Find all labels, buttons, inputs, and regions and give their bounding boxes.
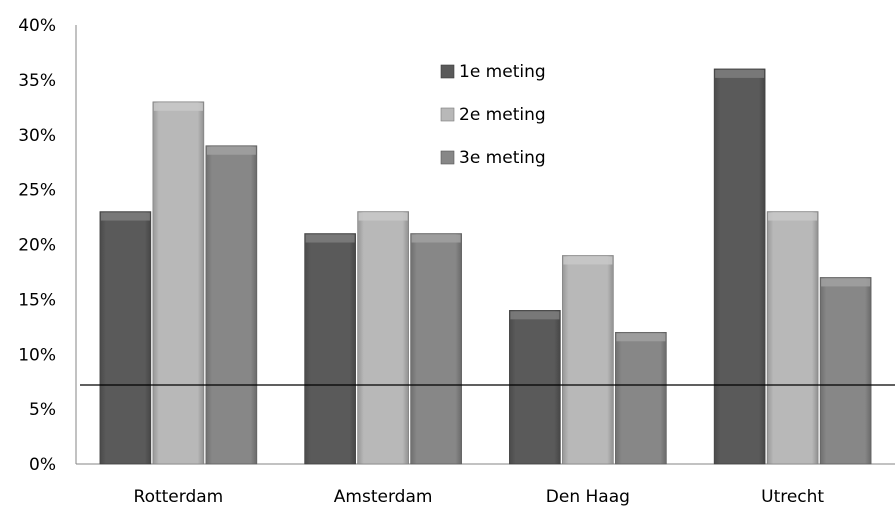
bars xyxy=(99,68,872,465)
bar-cap xyxy=(305,234,355,243)
y-tick-label: 20% xyxy=(18,236,56,256)
legend-item: 1e meting xyxy=(440,62,546,82)
bar-cap xyxy=(768,212,818,221)
y-tick-label: 40% xyxy=(18,16,56,36)
bar-cap xyxy=(510,311,560,320)
bar-3e-meting-utrecht xyxy=(819,277,872,465)
bar-cap xyxy=(411,234,461,243)
y-tick-label: 15% xyxy=(18,290,56,310)
bar-2e-meting-den-haag xyxy=(562,255,614,465)
y-tick-labels: 0% 5% 10% 15% 20% 25% 30% 35% 40% xyxy=(18,16,56,475)
x-category-label: Den Haag xyxy=(546,487,630,507)
x-category-label: Utrecht xyxy=(761,487,824,507)
x-category-label: Rotterdam xyxy=(134,487,224,507)
x-category-label: Amsterdam xyxy=(334,487,433,507)
bar-2e-meting-utrecht xyxy=(766,211,819,465)
bar-1e-meting-amsterdam xyxy=(304,233,356,465)
bar-1e-meting-utrecht xyxy=(713,68,766,465)
bar-1e-meting-rotterdam xyxy=(99,211,152,465)
legend-label: 3e meting xyxy=(459,148,546,168)
y-tick-label: 10% xyxy=(18,345,56,365)
bar-cap xyxy=(358,212,408,221)
bar-3e-meting-amsterdam xyxy=(410,233,462,465)
bar-3e-meting-rotterdam xyxy=(205,145,258,465)
y-tick-label: 0% xyxy=(29,455,56,475)
legend-swatch xyxy=(440,64,455,79)
bar-cap xyxy=(616,333,666,342)
bar-1e-meting-den-haag xyxy=(509,310,561,465)
legend-item: 2e meting xyxy=(440,105,546,125)
bar-cap xyxy=(100,212,150,221)
bar-cap xyxy=(153,102,203,111)
y-tick-label: 25% xyxy=(18,181,56,201)
legend-label: 1e meting xyxy=(459,62,546,82)
bar-2e-meting-rotterdam xyxy=(152,101,205,465)
legend-item: 3e meting xyxy=(440,148,546,168)
bar-cap xyxy=(821,278,871,287)
bar-cap xyxy=(206,146,256,155)
bar-3e-meting-den-haag xyxy=(615,331,667,465)
bar-cap xyxy=(715,69,765,78)
bar-cap xyxy=(563,256,613,265)
legend: 1e meting 2e meting 3e meting xyxy=(440,62,546,168)
legend-label: 2e meting xyxy=(459,105,546,125)
legend-swatch xyxy=(440,107,455,122)
x-category-labels: Rotterdam Amsterdam Den Haag Utrecht xyxy=(134,487,825,507)
legend-swatch xyxy=(440,150,455,165)
y-tick-label: 35% xyxy=(18,71,56,91)
bar-2e-meting-amsterdam xyxy=(357,211,409,465)
y-tick-label: 5% xyxy=(29,400,56,420)
y-tick-label: 30% xyxy=(18,126,56,146)
